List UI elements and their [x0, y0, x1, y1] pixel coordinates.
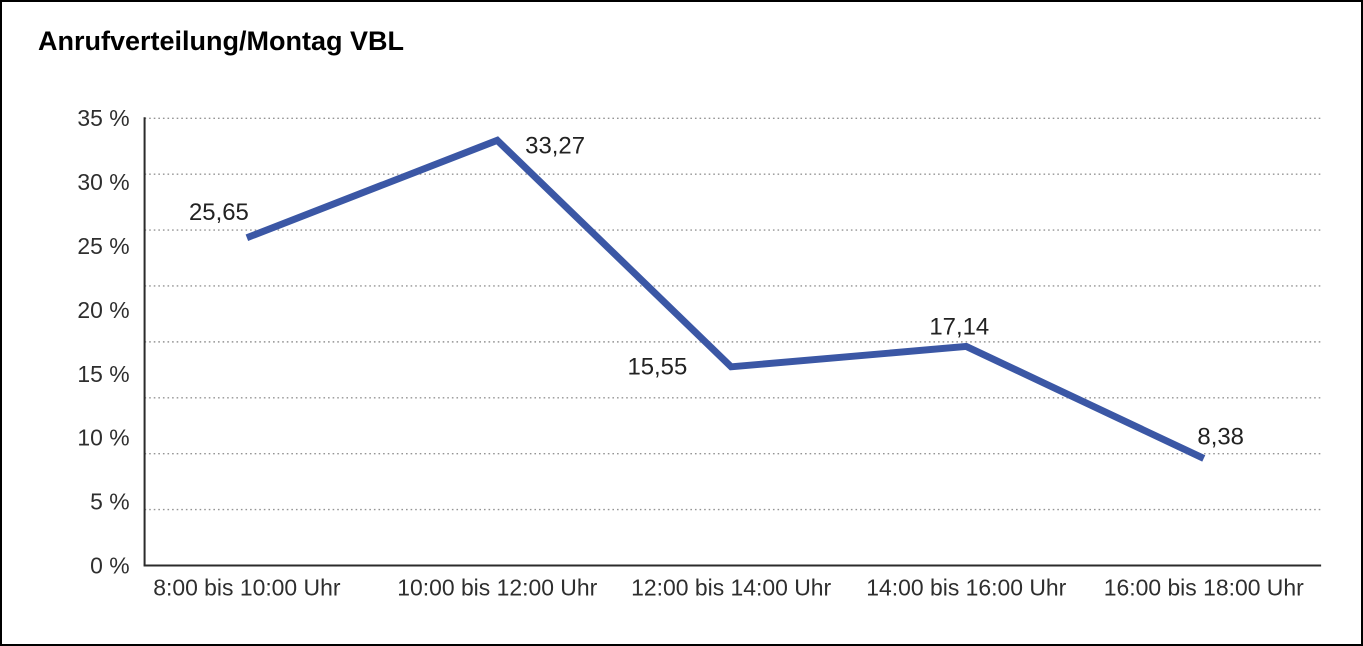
x-axis-category-label: 16:00 bis 18:00 Uhr — [1104, 574, 1304, 600]
x-axis-category-label: 10:00 bis 12:00 Uhr — [397, 574, 597, 600]
data-series-line — [245, 136, 1206, 462]
y-axis-tick-label: 0 % — [90, 552, 129, 578]
y-axis-tick-label: 25 % — [77, 233, 129, 259]
data-point-label: 25,65 — [189, 199, 249, 226]
y-axis-tick-label: 10 % — [77, 425, 129, 451]
x-axis-category-label: 8:00 bis 10:00 Uhr — [153, 574, 341, 600]
y-axis-tick-label: 20 % — [77, 297, 129, 323]
x-axis-category-label: 12:00 bis 14:00 Uhr — [631, 574, 831, 600]
y-axis-tick-label: 35 % — [77, 105, 129, 131]
y-axis-tick-label: 5 % — [90, 489, 129, 515]
data-point-label: 33,27 — [525, 132, 585, 159]
data-point-label: 15,55 — [627, 354, 687, 381]
x-axis-category-label: 14:00 bis 16:00 Uhr — [866, 574, 1066, 600]
y-axis-tick-label: 15 % — [77, 361, 129, 387]
y-axis-tick-label: 30 % — [77, 169, 129, 195]
data-point-label: 8,38 — [1197, 424, 1244, 451]
data-point-label: 17,14 — [929, 314, 989, 341]
chart-title: Anrufverteilung/Montag VBL — [38, 26, 404, 56]
